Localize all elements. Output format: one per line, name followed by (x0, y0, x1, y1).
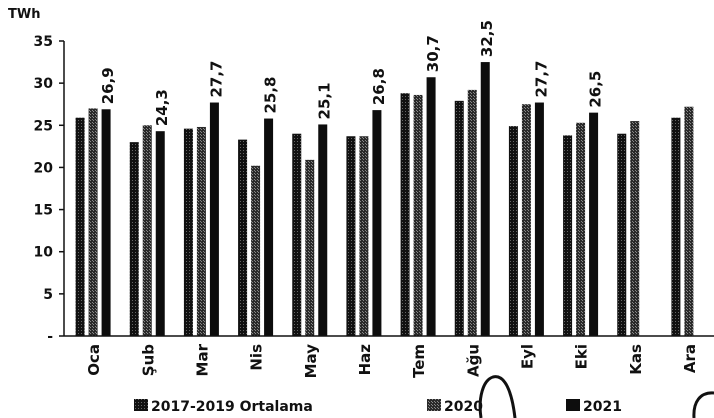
y-tick-label: 30 (34, 76, 54, 92)
x-tick-label-Haz: Haz (356, 344, 374, 376)
x-axis: Oca Şub Mar Nis May Haz Tem Ağu Eyl Eki Kas Ara (64, 335, 714, 379)
y-axis: 35 30 25 20 15 10 5 - (34, 34, 65, 345)
bar-2017-2019-Eki (563, 135, 573, 336)
bar-2020-Eyl (521, 104, 531, 336)
data-label-2021-Eki: 26,5 (587, 71, 605, 108)
bar-2021-Haz (372, 110, 382, 336)
data-label-2021-Mar: 27,7 (207, 61, 225, 98)
x-tick-label-Ağu: Ağu (464, 344, 482, 377)
legend-label-2021: 2021 (583, 399, 622, 415)
data-label-2021-Şub: 24,3 (153, 89, 171, 126)
y-tick-label: - (47, 329, 53, 345)
x-tick-label-May: May (302, 344, 320, 379)
bar-2017-2019-Kas (617, 133, 627, 336)
legend-swatch-2020 (427, 399, 441, 411)
bar-2020-Eki (576, 122, 586, 336)
x-tick-label-Nis: Nis (248, 344, 266, 371)
legend-swatch-2021 (566, 399, 580, 411)
pen-mark-curve-right (692, 391, 714, 418)
x-tick-label-Ara: Ara (681, 344, 699, 373)
x-tick-label-Eki: Eki (573, 344, 591, 369)
bar-2017-2019-Mar (183, 128, 193, 336)
bar-2017-2019-Nis (238, 139, 248, 336)
bar-2020-May (305, 159, 315, 336)
y-tick-label: 20 (34, 160, 54, 176)
legend-label-2020: 2020 (444, 399, 483, 415)
bar-2017-2019-Oca (75, 117, 85, 336)
bar-2021-Mar (209, 102, 219, 337)
bar-2020-Haz (359, 136, 369, 336)
data-label-2021-Haz: 26,8 (370, 68, 388, 105)
bar-2020-Mar (196, 126, 206, 336)
bar-2020-Oca (88, 108, 98, 336)
bars (75, 62, 694, 337)
bar-2020-Nis (251, 165, 261, 336)
bar-2021-May (318, 124, 328, 336)
bar-2017-2019-May (292, 133, 302, 336)
legend-label-2017-2019: 2017-2019 Ortalama (151, 399, 313, 415)
x-tick-label-Eyl: Eyl (518, 344, 536, 369)
y-tick-label: 35 (34, 34, 53, 50)
bar-2021-Eyl (534, 102, 544, 337)
bar-2020-Kas (630, 121, 640, 336)
bar-2017-2019-Eyl (508, 126, 518, 336)
bar-2020-Ağu (467, 89, 477, 336)
bar-2017-2019-Ara (671, 117, 681, 336)
data-label-2021-Tem: 30,7 (424, 35, 442, 72)
data-label-2021-Eyl: 27,7 (532, 61, 550, 98)
y-tick-label: 5 (43, 287, 53, 303)
bar-2021-Tem (426, 77, 436, 336)
bar-2021-Nis (264, 118, 274, 337)
bar-2021-Ağu (480, 62, 490, 336)
y-tick-label: 25 (34, 118, 53, 134)
data-labels: 26,9 24,3 27,7 25,8 25,1 26,8 30,7 32,5 27,7 26,5 (99, 20, 604, 126)
y-tick-label: 15 (34, 203, 53, 219)
bar-2021-Şub (155, 131, 165, 336)
y-tick-label: 10 (34, 245, 54, 261)
bar-2021-Eki (589, 112, 599, 337)
bar-2020-Şub (142, 125, 152, 337)
bar-2017-2019-Ağu (454, 100, 464, 336)
data-label-2021-Ağu: 32,5 (478, 20, 496, 57)
x-tick-label-Kas: Kas (627, 344, 645, 375)
x-tick-label-Oca: Oca (85, 344, 103, 376)
y-axis-unit: TWh (8, 7, 40, 22)
x-tick-label-Tem: Tem (410, 344, 428, 378)
x-tick-label-Mar: Mar (193, 343, 211, 376)
data-label-2021-May: 25,1 (316, 82, 334, 119)
data-label-2021-Oca: 26,9 (99, 67, 117, 104)
bar-2017-2019-Şub (129, 142, 139, 336)
data-label-2021-Nis: 25,8 (262, 77, 280, 114)
pen-mark-curve (478, 375, 517, 418)
bar-2020-Ara (684, 106, 694, 336)
bar-2017-2019-Haz (346, 136, 356, 336)
x-tick-label-Şub: Şub (139, 344, 157, 376)
bar-2020-Tem (413, 94, 423, 336)
legend: 2017-2019 Ortalama 2020 2021 (134, 399, 622, 415)
bar-2021-Oca (101, 109, 111, 337)
legend-swatch-2017-2019 (134, 399, 148, 411)
bar-2017-2019-Tem (400, 93, 410, 336)
